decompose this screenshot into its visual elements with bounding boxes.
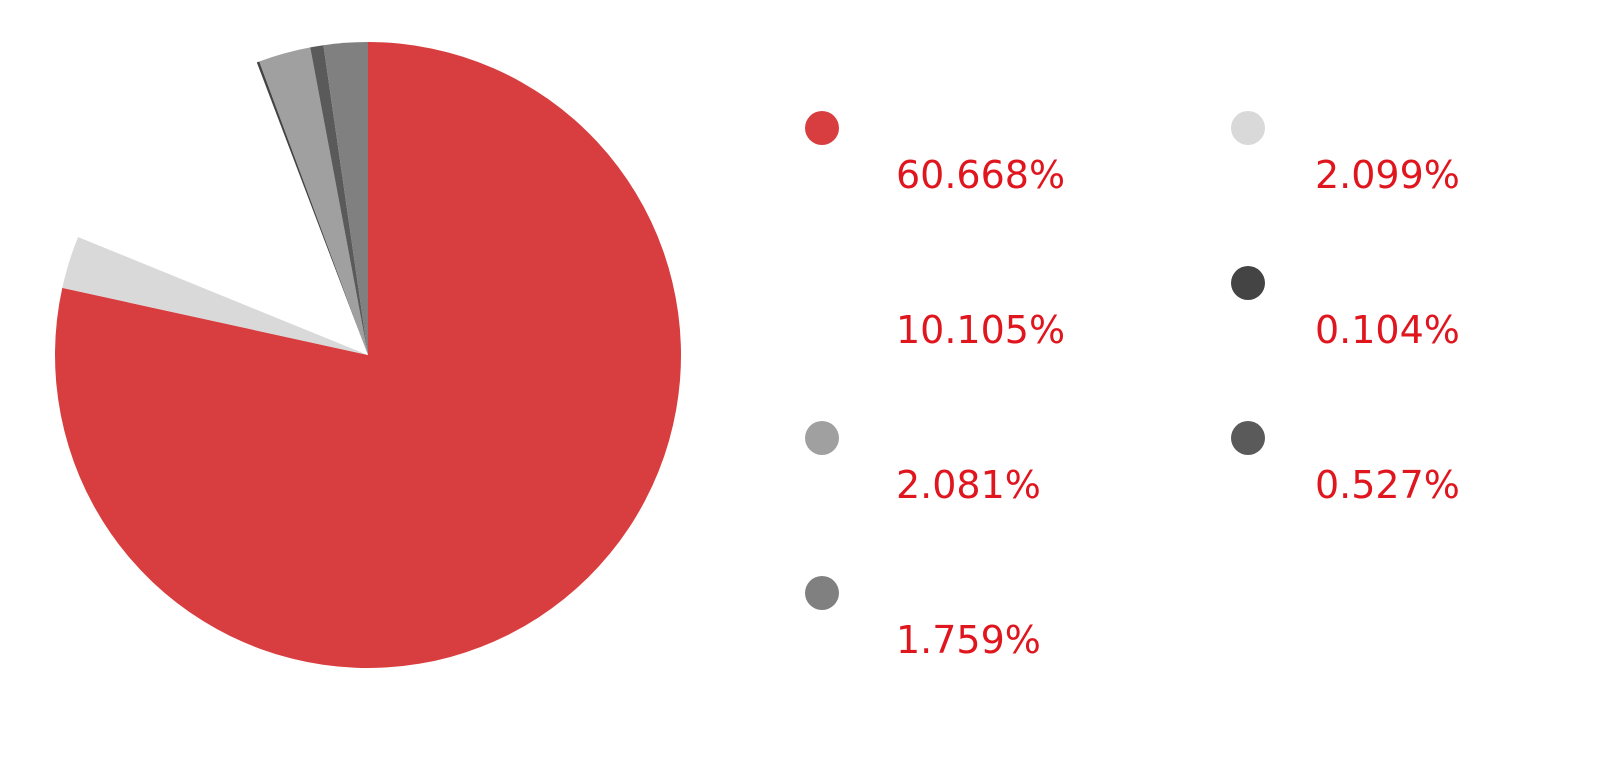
pie-slice-5 (259, 47, 368, 355)
legend-marker-3 (805, 266, 839, 300)
legend-marker-5 (805, 421, 839, 455)
pie-slice-1 (54, 42, 681, 668)
legend-marker-4 (1231, 266, 1265, 300)
pie-slice-3 (78, 62, 369, 356)
pie-slices (54, 42, 681, 668)
pie-slice-2 (62, 236, 368, 355)
pie-slice-4 (256, 61, 368, 356)
pie-slice-7 (323, 42, 368, 355)
legend-label-2: 2.099% (1315, 153, 1460, 197)
legend-label-5: 2.081% (896, 463, 1041, 507)
legend-marker-6 (1231, 421, 1265, 455)
legend: 60.668% 10.105% 2.081% 1.759% 2.099% 0.104% 0.… (805, 111, 1460, 662)
legend-label-3: 10.105% (896, 308, 1065, 352)
legend-marker-7 (805, 576, 839, 610)
pie-slice-6 (310, 45, 368, 355)
legend-marker-1 (805, 111, 839, 145)
legend-label-4: 0.104% (1315, 308, 1460, 352)
legend-label-6: 0.527% (1315, 463, 1460, 507)
legend-label-1: 60.668% (896, 153, 1065, 197)
legend-label-7: 1.759% (896, 618, 1041, 662)
legend-marker-2 (1231, 111, 1265, 145)
